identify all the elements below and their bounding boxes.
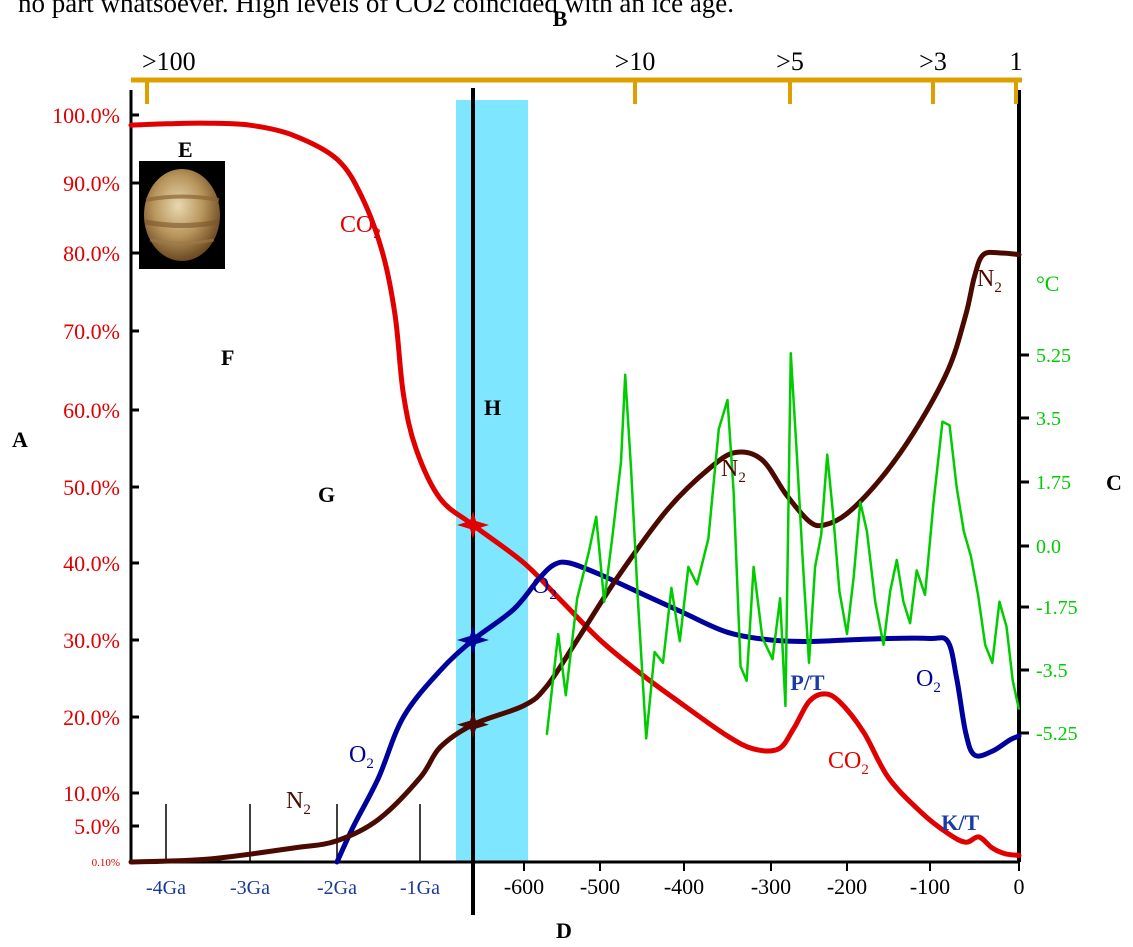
- n2-star-marker: [457, 710, 489, 739]
- o2-star-marker: [457, 626, 489, 654]
- bottom-tick-label-ma: -100: [910, 874, 950, 899]
- left-tick-label: 30.0%: [63, 628, 120, 653]
- panel-letter-g: G: [318, 482, 335, 507]
- co2-label: CO2: [340, 212, 381, 242]
- highlight-band: [456, 100, 528, 862]
- bottom-tick-label-ga: -4Ga: [146, 877, 186, 899]
- bottom-tick-label-ma: -300: [751, 874, 791, 899]
- right-axis: °C 5.25 3.5 1.75 0.0 -1.75 -3.5 -5.25: [1036, 271, 1078, 745]
- bottom-tick-label-ma: -200: [827, 874, 867, 899]
- co2-series-line: [128, 120, 1022, 858]
- left-tick-label: 50.0%: [63, 475, 120, 500]
- left-tick-label: 10.0%: [63, 781, 120, 806]
- left-tick-label: 0.10%: [92, 857, 120, 869]
- right-tick-label: 3.5: [1036, 408, 1061, 430]
- bottom-tick-label-ga: -3Ga: [230, 877, 270, 899]
- jupiter-like-planet-icon: [139, 161, 225, 269]
- bottom-tick-label-ga: -2Ga: [317, 877, 357, 899]
- top-axis: B >100 >10 >5 >3 1: [142, 6, 1023, 76]
- top-tick-label: >5: [776, 47, 804, 76]
- right-tick-label: 5.25: [1036, 345, 1071, 367]
- co2-label: CO2: [828, 748, 869, 778]
- caption-text: no part whatsoever. High levels of CO2 c…: [18, 0, 735, 18]
- top-tick-label: >100: [142, 47, 196, 76]
- series-label-layer: CO2 CO2 O2 O2 O2 N2 N2 N2 P/T K/T: [286, 212, 1002, 835]
- n2-label: N2: [721, 456, 746, 486]
- top-tick-label: >10: [615, 47, 656, 76]
- right-axis-unit: °C: [1036, 271, 1059, 296]
- series-layer: [128, 120, 1022, 865]
- co2-star-marker: [457, 511, 489, 539]
- o2-label: O2: [532, 573, 557, 603]
- n2-label: N2: [286, 788, 311, 818]
- n2-label: N2: [977, 266, 1002, 296]
- top-tick-label: >3: [919, 47, 947, 76]
- right-tick-label: 0.0: [1036, 536, 1061, 558]
- o2-series-line: [334, 559, 1022, 865]
- o2-label: O2: [916, 666, 941, 696]
- right-tick-label: 1.75: [1036, 472, 1071, 494]
- panel-letter-c: C: [1106, 470, 1122, 495]
- left-tick-label: 5.0%: [74, 814, 120, 839]
- axes-frame: [129, 77, 1029, 915]
- o2-label: O2: [349, 742, 374, 772]
- temperature-series-line: [545, 351, 1021, 740]
- panel-letter-a: A: [12, 427, 28, 452]
- left-tick-label: 70.0%: [63, 319, 120, 344]
- left-tick-label: 80.0%: [63, 241, 120, 266]
- left-tick-label: 20.0%: [63, 705, 120, 730]
- annotation-kt: K/T: [941, 810, 979, 835]
- bottom-tick-label-ma: -600: [504, 874, 544, 899]
- right-tick-label: -5.25: [1036, 723, 1078, 745]
- bottom-axis: -4Ga -3Ga -2Ga -1Ga -600 -500 -400 -300 …: [146, 874, 1024, 899]
- bottom-tick-label-ga: -1Ga: [400, 877, 440, 899]
- left-tick-label: 60.0%: [63, 398, 120, 423]
- left-tick-label: 90.0%: [63, 171, 120, 196]
- annotation-pt: P/T: [790, 670, 825, 695]
- panel-letter-f: F: [221, 345, 234, 370]
- left-tick-label: 40.0%: [63, 551, 120, 576]
- panel-letter-h: H: [484, 395, 501, 420]
- right-tick-label: -3.5: [1036, 660, 1068, 682]
- bottom-tick-label-ma: 0: [1014, 874, 1025, 899]
- bottom-tick-label-ma: -400: [664, 874, 704, 899]
- panel-letter-b: B: [553, 6, 568, 31]
- panel-letter-e: E: [178, 137, 193, 162]
- top-tick-label: 1: [1010, 47, 1023, 76]
- right-tick-label: -1.75: [1036, 597, 1078, 619]
- bottom-tick-label-ma: -500: [580, 874, 620, 899]
- left-tick-label: 100.0%: [52, 103, 120, 128]
- panel-letter-d: D: [556, 918, 572, 943]
- left-axis: 100.0% 90.0% 80.0% 70.0% 60.0% 50.0% 40.…: [52, 103, 120, 869]
